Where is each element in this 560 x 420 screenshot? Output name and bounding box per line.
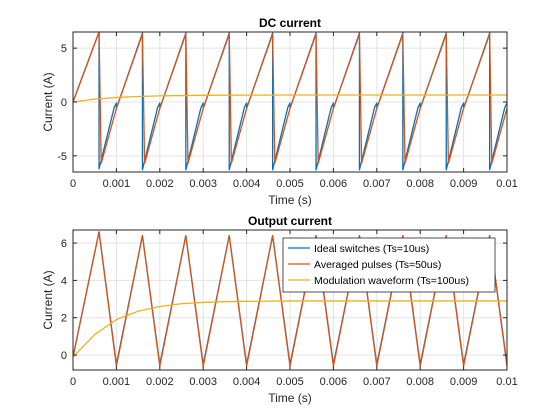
chart-title: DC current bbox=[259, 16, 321, 30]
x-tick-label: 0.003 bbox=[189, 178, 217, 190]
x-tick-label: 0.005 bbox=[276, 376, 304, 388]
x-tick-label: 0.004 bbox=[233, 178, 261, 190]
x-tick-label: 0.008 bbox=[406, 178, 434, 190]
y-tick-label: -5 bbox=[57, 151, 67, 163]
legend: Ideal switches (Ts=10us) Averaged pulses … bbox=[282, 237, 496, 293]
chart-title: Output current bbox=[248, 214, 332, 228]
x-tick-label: 0 bbox=[70, 178, 76, 190]
series-line-3 bbox=[72, 94, 507, 103]
x-tick-label: 0.003 bbox=[189, 376, 217, 388]
x-axis-label: Time (s) bbox=[268, 193, 312, 207]
chart-1: 0 0.001 0.002 0.003 0.004 0.005 0.006 0.007 0.00… bbox=[41, 16, 518, 207]
x-tick-label: 0.006 bbox=[320, 376, 348, 388]
x-tick-label: 0.005 bbox=[276, 178, 304, 190]
x-tick-label: 0.01 bbox=[496, 178, 517, 190]
series-line-3 bbox=[72, 300, 507, 358]
x-tick-label: 0.008 bbox=[406, 376, 434, 388]
legend-entry: Modulation waveform (Ts=100us) bbox=[314, 275, 469, 287]
x-tick-label: 0.001 bbox=[103, 376, 131, 388]
y-tick-label: 0 bbox=[61, 97, 67, 109]
legend-entry: Averaged pulses (Ts=50us) bbox=[314, 259, 441, 271]
series-line-2 bbox=[72, 31, 508, 165]
y-tick-label: 6 bbox=[61, 238, 67, 250]
chart-2: 0 0.001 0.002 0.003 0.004 0.005 0.006 0.007 0.00… bbox=[41, 214, 518, 405]
y-tick-label: 2 bbox=[61, 313, 67, 325]
y-axis-label: Current (A) bbox=[41, 72, 55, 131]
x-tick-label: 0.009 bbox=[450, 178, 478, 190]
y-tick-label: 4 bbox=[61, 275, 67, 287]
legend-entry: Ideal switches (Ts=10us) bbox=[314, 243, 429, 255]
y-axis-label: Current (A) bbox=[41, 270, 55, 329]
x-tick-label: 0.007 bbox=[363, 178, 391, 190]
legend-box bbox=[282, 237, 496, 293]
x-tick-label: 0 bbox=[70, 376, 76, 388]
x-tick-label: 0.007 bbox=[363, 376, 391, 388]
y-tick-label: 5 bbox=[61, 43, 67, 55]
x-tick-label: 0.002 bbox=[146, 376, 174, 388]
x-tick-label: 0.006 bbox=[320, 178, 348, 190]
x-tick-label: 0.004 bbox=[233, 376, 261, 388]
x-axis-label: Time (s) bbox=[268, 391, 312, 405]
x-tick-label: 0.002 bbox=[146, 178, 174, 190]
x-tick-label: 0.001 bbox=[103, 178, 131, 190]
x-tick-label: 0.009 bbox=[450, 376, 478, 388]
x-tick-label: 0.01 bbox=[496, 376, 517, 388]
y-tick-label: 0 bbox=[61, 350, 67, 362]
